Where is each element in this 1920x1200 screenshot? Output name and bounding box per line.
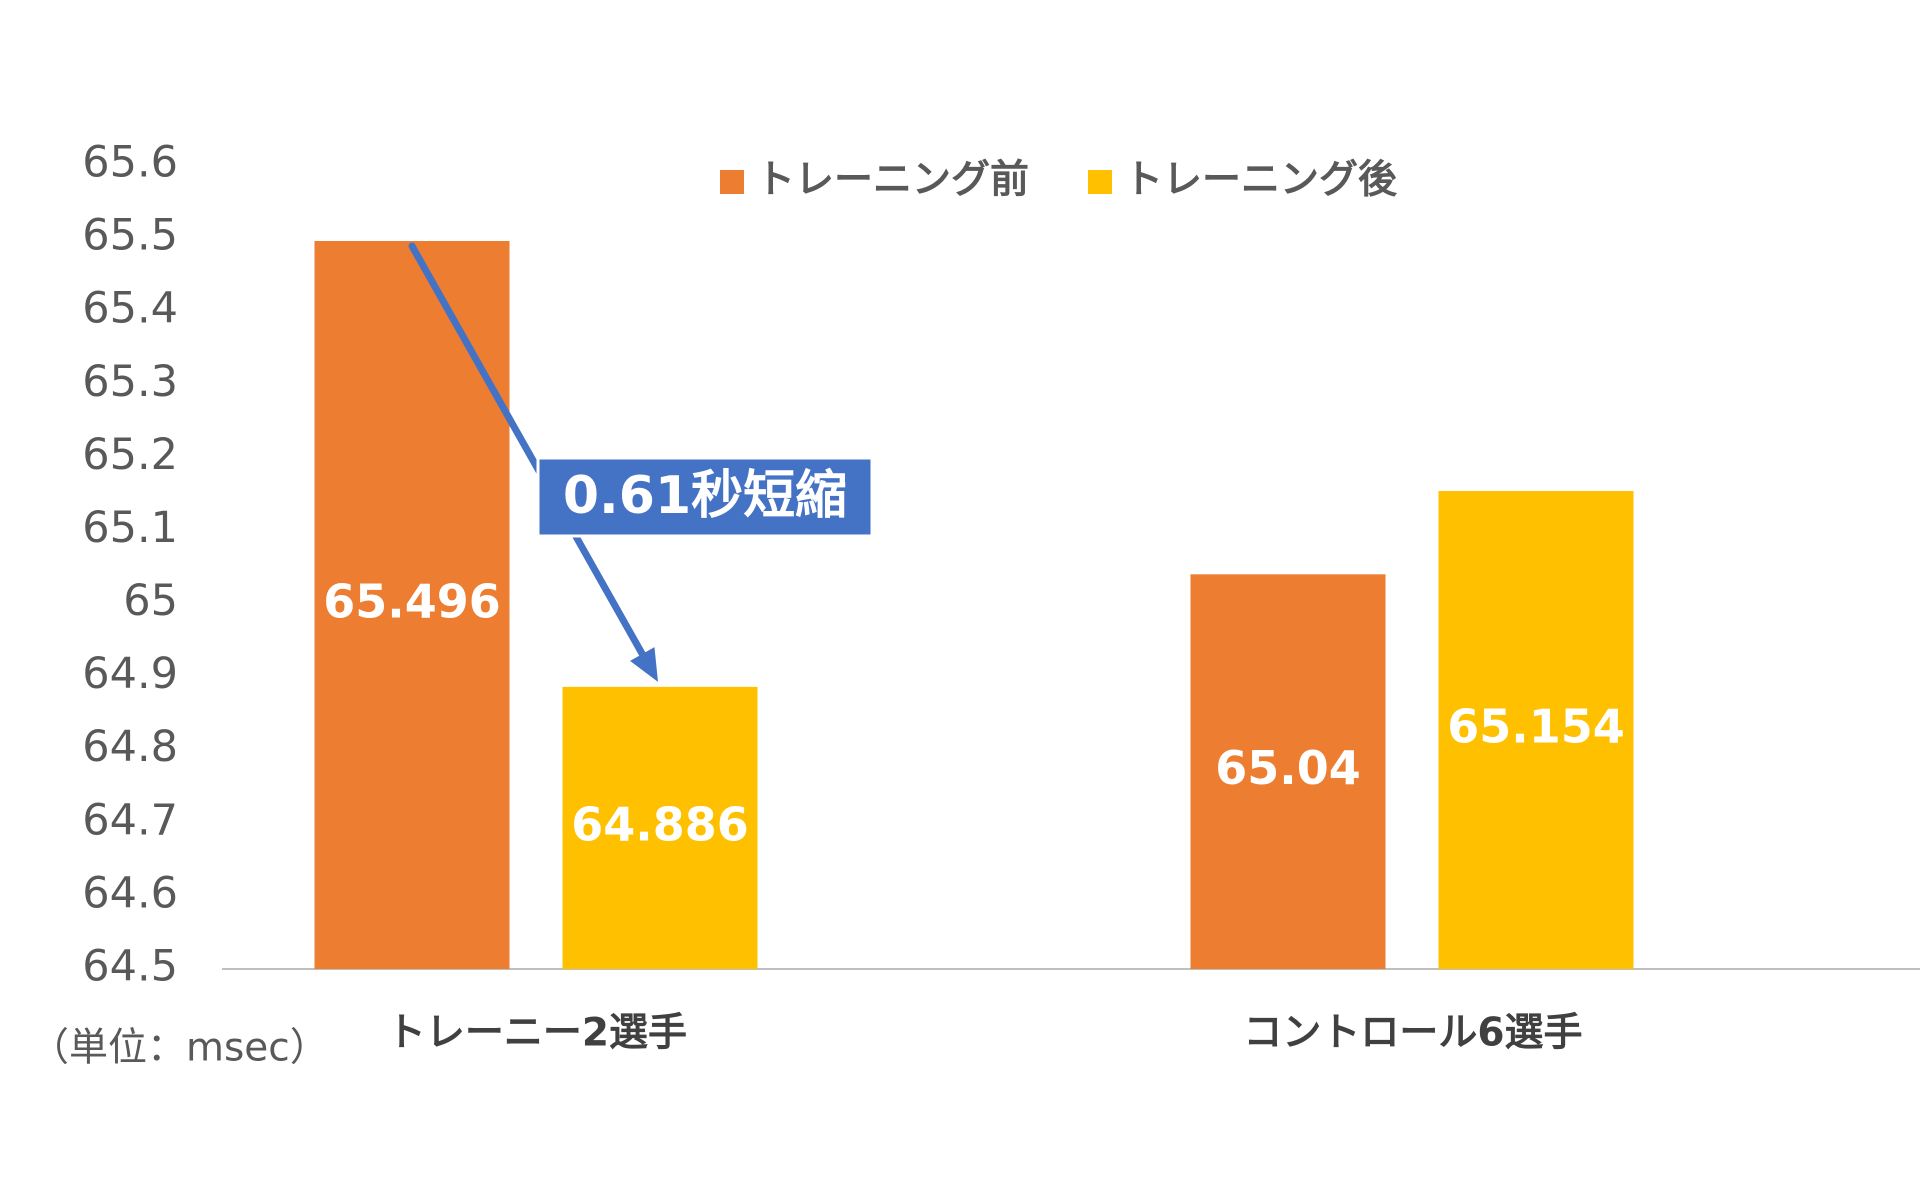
y-tick-label: 64.8 [82, 722, 178, 772]
bar [1190, 574, 1386, 969]
legend-label: トレーニング前 [756, 158, 1029, 203]
arrow-head [630, 647, 658, 682]
y-tick-label: 65.3 [82, 357, 178, 407]
category-label: コントロール6選手 [1243, 1011, 1582, 1056]
y-tick-label: 65.6 [82, 138, 178, 188]
data-labels: 65.496 65.04 64.886 65.154 [323, 575, 1625, 852]
callout-text: 0.61秒短縮 [563, 466, 847, 526]
arrow-line [408, 242, 646, 658]
bar [1438, 490, 1634, 969]
category-labels: トレーニー2選手 コントロール6選手 [387, 1011, 1583, 1056]
y-tick-label: 64.6 [82, 868, 178, 918]
data-label: 65.04 [1215, 741, 1361, 795]
y-tick-label: 65 [123, 576, 178, 626]
legend-label: トレーニング後 [1124, 158, 1398, 203]
y-tick-label: 65.1 [82, 503, 178, 553]
y-tick-label: 65.4 [82, 284, 178, 334]
y-tick-label: 65.5 [82, 211, 178, 261]
category-label: トレーニー2選手 [387, 1011, 687, 1056]
legend: トレーニング前 トレーニング後 [720, 158, 1398, 203]
y-tick-label: 64.9 [82, 649, 178, 699]
y-tick-label: 64.7 [82, 795, 178, 845]
unit-label: （単位：msec） [30, 1026, 329, 1071]
y-tick-label: 65.2 [82, 430, 178, 480]
data-label: 64.886 [571, 797, 749, 851]
data-label: 65.154 [1447, 699, 1625, 753]
legend-swatch [720, 170, 744, 194]
y-axis-ticks: 65.6 65.5 65.4 65.3 65.2 65.1 65 64.9 64.8 64.7 64… [82, 138, 178, 992]
data-label: 65.496 [323, 575, 501, 629]
callout-box [536, 456, 874, 538]
bars [314, 241, 1634, 970]
annotation: 0.61秒短縮 [408, 242, 874, 682]
y-tick-label: 64.5 [82, 942, 178, 992]
legend-swatch [1088, 170, 1112, 194]
bar [562, 686, 758, 969]
